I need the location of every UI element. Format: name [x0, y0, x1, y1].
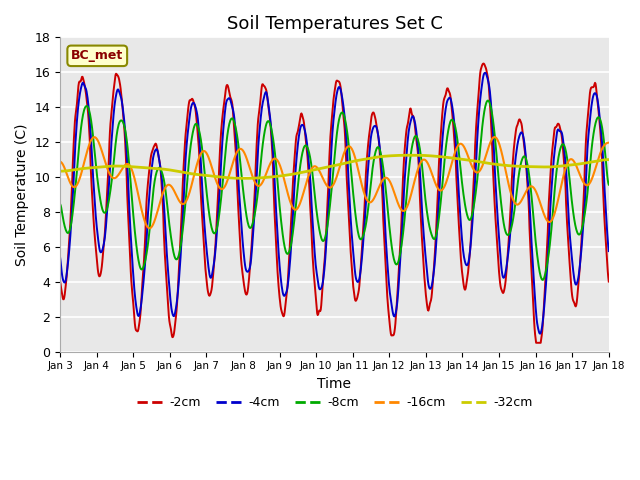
-32cm	[264, 174, 272, 180]
-16cm	[491, 134, 499, 140]
-4cm	[481, 70, 489, 76]
-2cm	[551, 125, 559, 131]
-4cm	[551, 146, 559, 152]
-32cm	[551, 164, 559, 169]
-2cm	[126, 246, 134, 252]
-4cm	[126, 215, 134, 220]
-4cm	[264, 98, 272, 104]
-8cm	[551, 185, 559, 191]
-16cm	[551, 210, 559, 216]
-32cm	[579, 161, 587, 167]
-32cm	[240, 176, 248, 181]
Title: Soil Temperatures Set C: Soil Temperatures Set C	[227, 15, 442, 33]
-4cm	[536, 331, 544, 336]
-2cm	[532, 340, 540, 346]
-32cm	[565, 162, 573, 168]
Line: -16cm: -16cm	[60, 137, 609, 228]
-8cm	[579, 222, 587, 228]
-16cm	[605, 140, 612, 145]
-8cm	[605, 182, 612, 188]
-2cm	[264, 100, 272, 106]
-4cm	[367, 134, 375, 140]
-32cm	[405, 152, 413, 158]
Line: -2cm: -2cm	[60, 63, 609, 343]
-2cm	[565, 253, 573, 259]
-8cm	[484, 98, 492, 104]
-4cm	[565, 223, 573, 228]
X-axis label: Time: Time	[317, 377, 351, 391]
-32cm	[368, 155, 376, 161]
Y-axis label: Soil Temperature (C): Soil Temperature (C)	[15, 123, 29, 266]
Line: -32cm: -32cm	[60, 155, 609, 179]
-8cm	[367, 179, 375, 184]
-16cm	[146, 226, 154, 231]
-16cm	[368, 199, 376, 204]
Legend: -2cm, -4cm, -8cm, -16cm, -32cm: -2cm, -4cm, -8cm, -16cm, -32cm	[131, 391, 538, 414]
-2cm	[367, 117, 375, 123]
-16cm	[126, 163, 134, 168]
-4cm	[56, 255, 64, 261]
-8cm	[56, 201, 64, 207]
-2cm	[579, 212, 587, 217]
Line: -4cm: -4cm	[60, 73, 609, 334]
-16cm	[56, 159, 64, 165]
-16cm	[264, 165, 272, 171]
-8cm	[539, 277, 547, 283]
-8cm	[565, 172, 573, 178]
-16cm	[579, 179, 587, 184]
-16cm	[565, 157, 573, 163]
-2cm	[56, 278, 64, 284]
-8cm	[264, 118, 272, 124]
-4cm	[605, 248, 612, 254]
-32cm	[605, 157, 612, 163]
-8cm	[126, 168, 134, 174]
-2cm	[605, 279, 612, 285]
Text: BC_met: BC_met	[71, 49, 124, 62]
-2cm	[479, 60, 487, 66]
-32cm	[56, 168, 64, 174]
-4cm	[579, 228, 587, 233]
-32cm	[126, 164, 134, 169]
Line: -8cm: -8cm	[60, 101, 609, 280]
